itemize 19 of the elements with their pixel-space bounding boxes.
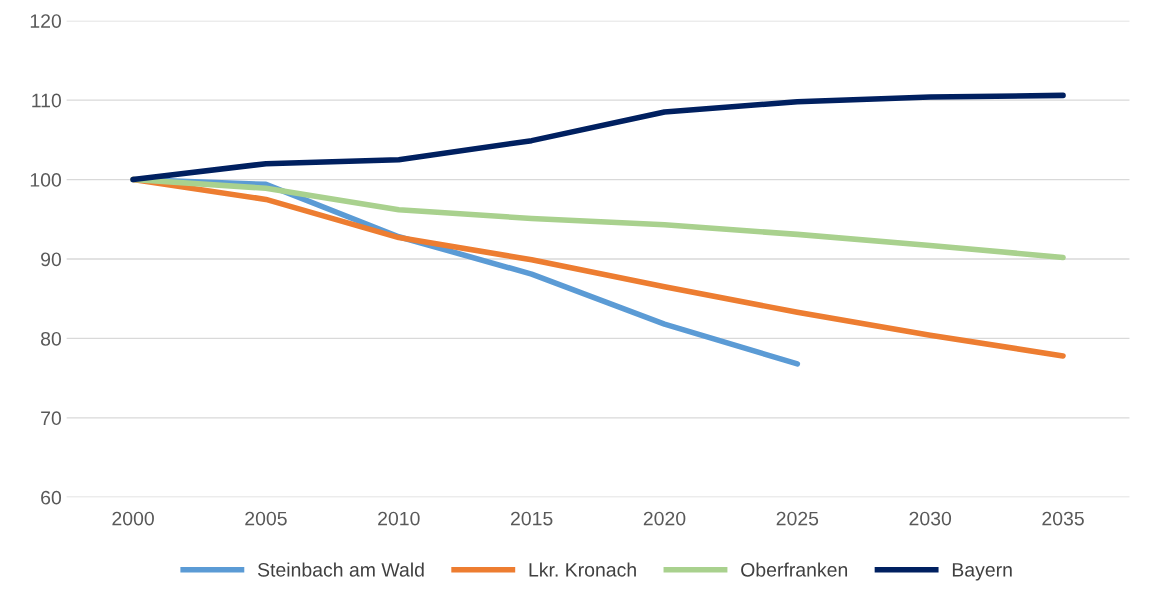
legend-label: Steinbach am Wald — [257, 562, 424, 577]
y-tick-label: 70 — [41, 411, 62, 426]
y-tick-label: 60 — [41, 490, 62, 505]
x-tick-label: 2015 — [510, 511, 553, 526]
y-tick-label: 110 — [32, 93, 62, 108]
x-tick-label: 2000 — [112, 511, 154, 526]
y-tick-label: 100 — [30, 173, 62, 187]
x-tick-label: 2035 — [1042, 511, 1084, 526]
x-tick-label: 2025 — [776, 511, 819, 526]
x-tick-label: 2030 — [909, 511, 952, 526]
y-tick-label: 80 — [41, 331, 62, 346]
legend-label: Lkr. Kronach — [529, 562, 636, 577]
x-tick-label: 2010 — [378, 511, 420, 526]
x-tick-label: 2005 — [245, 511, 287, 526]
y-tick-label: 90 — [41, 252, 62, 267]
x-tick-label: 2020 — [643, 511, 686, 526]
legend-label: Bayern — [952, 563, 1012, 581]
y-tick-label: 120 — [30, 14, 62, 28]
legend-label: Oberfranken — [741, 562, 848, 577]
